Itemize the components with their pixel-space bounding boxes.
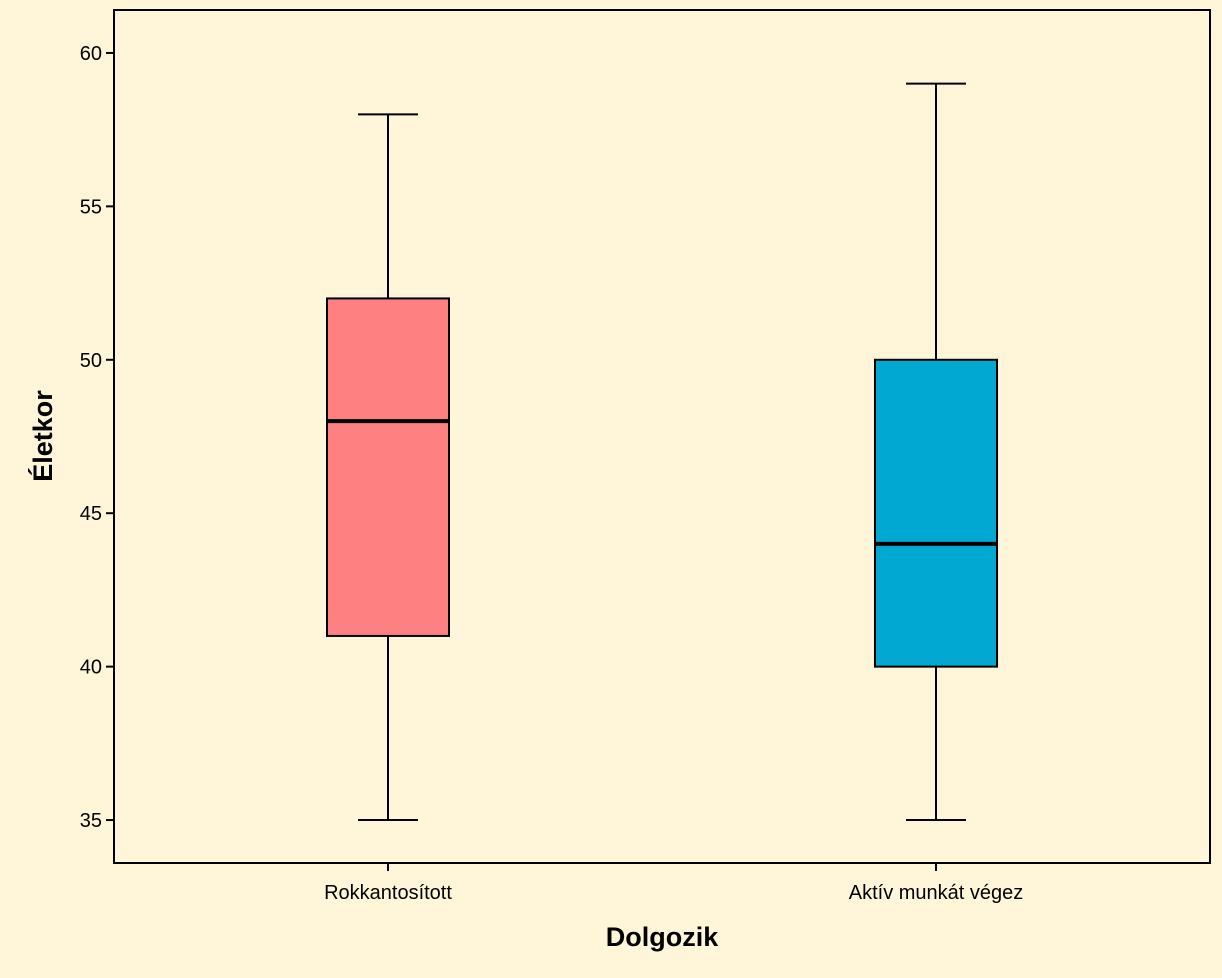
y-axis: 35 40 45 50 55 60 — [80, 43, 114, 832]
plot-area — [113, 9, 1211, 864]
boxes — [326, 82, 998, 822]
y-tick-label: 60 — [80, 43, 102, 65]
y-tick-label: 40 — [80, 657, 102, 679]
y-tick-label: 35 — [80, 810, 102, 832]
box-0 — [326, 113, 450, 822]
iqr-box — [874, 358, 998, 668]
y-tick-label: 50 — [80, 350, 102, 372]
x-axis-title: Dolgozik — [606, 922, 719, 952]
x-axis: Rokkantosított Aktív munkát végez — [324, 863, 1023, 904]
y-axis-title: Életkor — [27, 390, 58, 482]
y-tick-label: 45 — [80, 503, 102, 525]
box-1 — [874, 82, 998, 822]
y-tick-label: 55 — [80, 196, 102, 218]
x-tick-label: Rokkantosított — [324, 882, 452, 904]
iqr-box — [326, 297, 450, 637]
x-tick-label: Aktív munkát végez — [849, 882, 1024, 904]
